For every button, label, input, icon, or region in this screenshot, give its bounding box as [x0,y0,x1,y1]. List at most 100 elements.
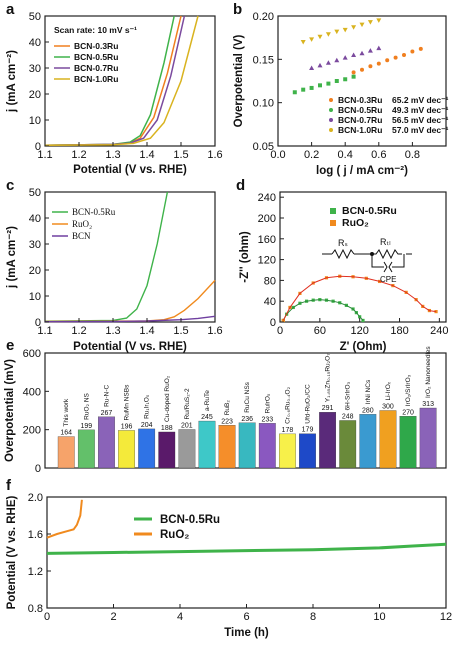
panel-label-d: d [236,177,245,194]
panel-c-x-tick-label: 1.2 [71,325,86,337]
data-point [434,310,438,314]
bar-category-label: a-RuTe [204,390,211,411]
legend-swatch [329,108,333,112]
panel-c-y-axis-label: j (mA cm⁻²) [6,226,18,289]
bar-value-label: 223 [221,418,233,425]
data-point [359,22,365,28]
panel-f-stability-chart: 0 2 4 6 8 10 12 0.8 1.2 1.6 2.0 Time (h) Potential (… [6,492,452,639]
panel-c-plot-frame [44,191,216,323]
panel-d-y-tick-label: 0 [270,317,276,329]
data-point [410,49,415,54]
data-point [376,45,382,51]
data-point [361,318,365,323]
panel-d-x-tick-label: 180 [390,325,408,337]
bar-value-label: 196 [121,423,133,430]
panel-label-f: f [6,477,12,494]
panel-f-y-tick-label: 2.0 [28,492,43,504]
data-point [334,29,340,35]
data-point [376,18,382,23]
bar-category-label: Cr₀.₆Ru₀.₄O₂ [284,386,291,424]
panel-label-a: a [6,1,15,18]
panel-f-x-tick-label: 12 [440,611,452,623]
panel-b-x-tick-label: 0.0 [270,149,285,161]
bar-category-label: RuB₂ [224,400,231,416]
panel-f-y-tick-label: 0.8 [28,603,43,615]
panel-a-y-tick-label: 40 [29,37,41,49]
legend-entry-label: BCN [72,231,91,241]
panel-d-y-axis-label: -Z'' (ohm) [239,231,251,283]
panel-d-y-tick-label: 240 [258,192,276,204]
data-point [342,27,348,33]
cpe-element [383,261,393,273]
legend-swatch [329,128,333,132]
panel-f-x-tick-label: 4 [177,611,183,623]
panel-d-y-tick-label: 200 [258,213,276,225]
panel-a-plot-frame [44,15,216,147]
bar-value-label: 280 [362,407,374,414]
panel-a-x-tick-label: 1.5 [173,149,188,161]
bar [238,422,256,469]
panel-e-bar-chart: 0 200 400 600 Overpotential (mV) 164 This work… [4,346,447,475]
panel-c-y-tick-label: 10 [29,291,41,303]
bar [419,407,437,469]
bar-category-label: Y₁.₈₅Zn₀.₁₅Ru₂O₇ [325,354,332,403]
panel-b-x-tick-label: 0.2 [304,149,319,161]
series-line [46,499,83,539]
panel-b-y-tick-label: 0.10 [253,98,274,110]
panel-a-annotation: Scan rate: 10 mV s⁻¹ [54,25,137,35]
legend-entry-label: RuO₂ [72,219,92,229]
panel-e-y-axis-label: Overpotential (mV) [4,359,16,462]
data-point [292,90,297,95]
bar-value-label: 248 [342,413,354,420]
data-point [325,32,331,37]
bar-value-label: 300 [382,404,394,411]
data-point [376,61,381,66]
series-line [46,542,447,555]
bar-category-label: This work [63,398,70,427]
panel-d-y-tick-label: 80 [264,275,276,287]
data-point [359,50,365,56]
bar [57,436,75,469]
data-point [342,55,348,60]
bar-value-label: 270 [402,409,414,416]
circuit-label-rs: Rₛ [338,238,348,248]
data-point [385,58,390,63]
data-point [326,81,331,86]
data-point [334,79,339,83]
series-line [44,315,216,323]
bar [399,416,417,469]
bar-value-label: 236 [241,416,253,423]
bar [138,428,156,469]
bar [98,416,115,469]
bar-category-label: Ru-N-C [103,384,110,406]
bar-value-label: 164 [60,430,72,437]
panel-a-x-tick-label: 1.6 [207,149,222,161]
bar-value-label: 291 [322,405,334,412]
series-line-bcn-1.0ru [44,15,199,146]
panel-e-y-tick-label: 0 [35,463,41,475]
data-point [318,83,322,88]
panel-c-y-tick-label: 50 [29,187,41,199]
panel-c-x-tick-label: 1.6 [207,325,222,337]
bar [158,431,176,469]
bar-value-label: 178 [282,427,294,434]
data-point [418,46,423,51]
data-point [367,48,373,53]
panel-a-y-tick-label: 30 [29,63,41,75]
data-point [351,25,357,30]
legend-tafel-value: 49.3 mV dec⁻¹ [392,105,449,115]
bar-value-label: 267 [101,410,113,417]
circuit-label-cpe: CPE [380,275,396,284]
bar-category-label: Ru/RuS₂-2 [184,388,191,419]
panel-f-x-tick-label: 6 [243,611,249,623]
panel-c-x-axis-label: Potential (V vs. RHE) [73,341,187,353]
bar [218,425,236,469]
panel-a-y-axis-label: j (mA cm⁻²) [6,50,18,113]
bar-category-label: IrO₂/SrIrO₃ [405,374,412,406]
panel-label-e: e [6,337,14,354]
bar-category-label: 6H-SrIrO₃ [345,381,352,410]
legend-swatch [330,208,336,214]
panel-f-x-tick-label: 8 [310,611,316,623]
legend-entry-label: BCN-0.7Ru [74,63,118,73]
data-point [367,20,373,25]
